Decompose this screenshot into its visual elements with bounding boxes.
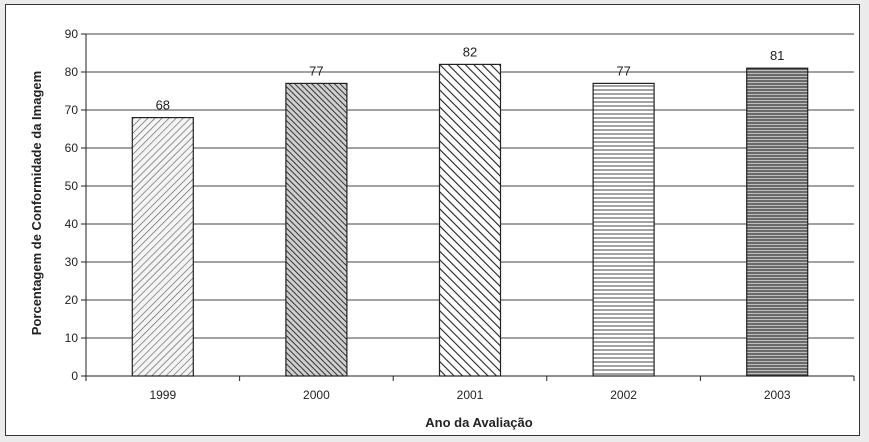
- y-tick-label: 0: [71, 369, 78, 383]
- y-tick-label: 40: [65, 217, 79, 231]
- bar-2002: [592, 82, 655, 377]
- y-tick-label: 30: [65, 255, 79, 269]
- y-tick-label: 70: [65, 103, 79, 117]
- data-label-2001: 82: [463, 44, 477, 59]
- x-tick-label-2000: 2000: [303, 388, 330, 402]
- axes: [81, 33, 855, 381]
- y-tick-label: 50: [65, 179, 79, 193]
- x-tick-label-2003: 2003: [764, 388, 791, 402]
- x-tick-label-1999: 1999: [149, 388, 176, 402]
- y-axis-title: Porcentagem de Conformidade da Imagem: [29, 71, 44, 335]
- y-tick-label: 20: [65, 293, 79, 307]
- y-tick-label: 60: [65, 141, 79, 155]
- y-tick-label: 10: [65, 331, 79, 345]
- data-label-2000: 77: [309, 63, 323, 78]
- bar-2001: [438, 63, 502, 377]
- y-tick-label: 80: [65, 65, 79, 79]
- bar-2003: [746, 67, 809, 377]
- data-label-1999: 68: [156, 98, 170, 113]
- chart-frame: 0 10 20 30 40 50 60 70 80 90 68 1999 77 2000 82 2001 77 2…: [5, 4, 860, 436]
- bar-2000: [285, 82, 348, 377]
- x-tick-label-2002: 2002: [610, 388, 637, 402]
- bars: [131, 63, 809, 377]
- labels: 0 10 20 30 40 50 60 70 80 90 68 1999 77 2000 82 2001 77 2…: [65, 27, 791, 402]
- bar-1999: [131, 116, 194, 377]
- data-label-2003: 81: [770, 48, 784, 63]
- x-axis-title: Ano da Avaliação: [425, 415, 532, 430]
- data-label-2002: 77: [616, 63, 630, 78]
- x-tick-label-2001: 2001: [457, 388, 484, 402]
- bar-chart: 0 10 20 30 40 50 60 70 80 90 68 1999 77 2000 82 2001 77 2…: [29, 27, 855, 430]
- y-tick-label: 90: [65, 27, 79, 41]
